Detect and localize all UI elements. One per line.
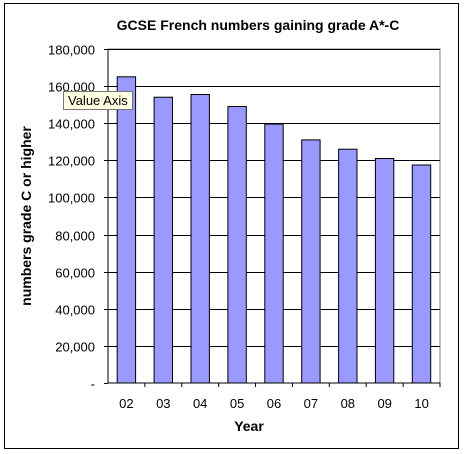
y-tick-label: 160,000 xyxy=(48,80,95,95)
x-tick-label: 08 xyxy=(341,396,355,411)
y-tick-label: 60,000 xyxy=(55,266,95,281)
x-tick-label: 07 xyxy=(304,396,318,411)
chart-title: GCSE French numbers gaining grade A*-C xyxy=(117,17,400,33)
y-tick-label: 40,000 xyxy=(55,303,95,318)
y-axis-title: numbers grade C or higher xyxy=(18,126,34,306)
value-axis-tooltip: Value Axis xyxy=(63,91,133,110)
bars xyxy=(116,76,432,384)
y-tick-label: 80,000 xyxy=(55,229,95,244)
bar-09[interactable] xyxy=(374,158,395,384)
bar-07[interactable] xyxy=(301,139,321,384)
bar-06[interactable] xyxy=(264,123,284,384)
x-tick-label: 04 xyxy=(193,396,207,411)
x-tick-label: 02 xyxy=(119,396,133,411)
y-axis-ticks: - 20,000 40,000 60,000 80,000 100,000 120,000 1… xyxy=(48,43,108,392)
x-tick-label: 09 xyxy=(377,396,391,411)
bar-08[interactable] xyxy=(338,148,358,384)
bar-02[interactable] xyxy=(116,76,137,384)
x-tick-label: 03 xyxy=(156,396,170,411)
bar-03[interactable] xyxy=(153,96,174,384)
y-tick-label: 120,000 xyxy=(48,154,95,169)
x-axis-title: Year xyxy=(234,418,264,434)
x-tick-label: 06 xyxy=(267,396,281,411)
y-tick-label: 100,000 xyxy=(48,191,95,206)
y-tick-label: 20,000 xyxy=(55,340,95,355)
bar-05[interactable] xyxy=(227,106,247,384)
y-tick-label: 180,000 xyxy=(48,43,95,58)
x-axis-ticks: 02 03 04 05 06 07 08 09 10 xyxy=(119,383,441,411)
bar-10[interactable] xyxy=(411,164,432,384)
y-tick-label: - xyxy=(91,377,95,392)
x-tick-label: 10 xyxy=(414,396,428,411)
y-tick-label: 140,000 xyxy=(48,117,95,132)
x-tick-label: 05 xyxy=(230,396,244,411)
bar-04[interactable] xyxy=(190,94,210,384)
